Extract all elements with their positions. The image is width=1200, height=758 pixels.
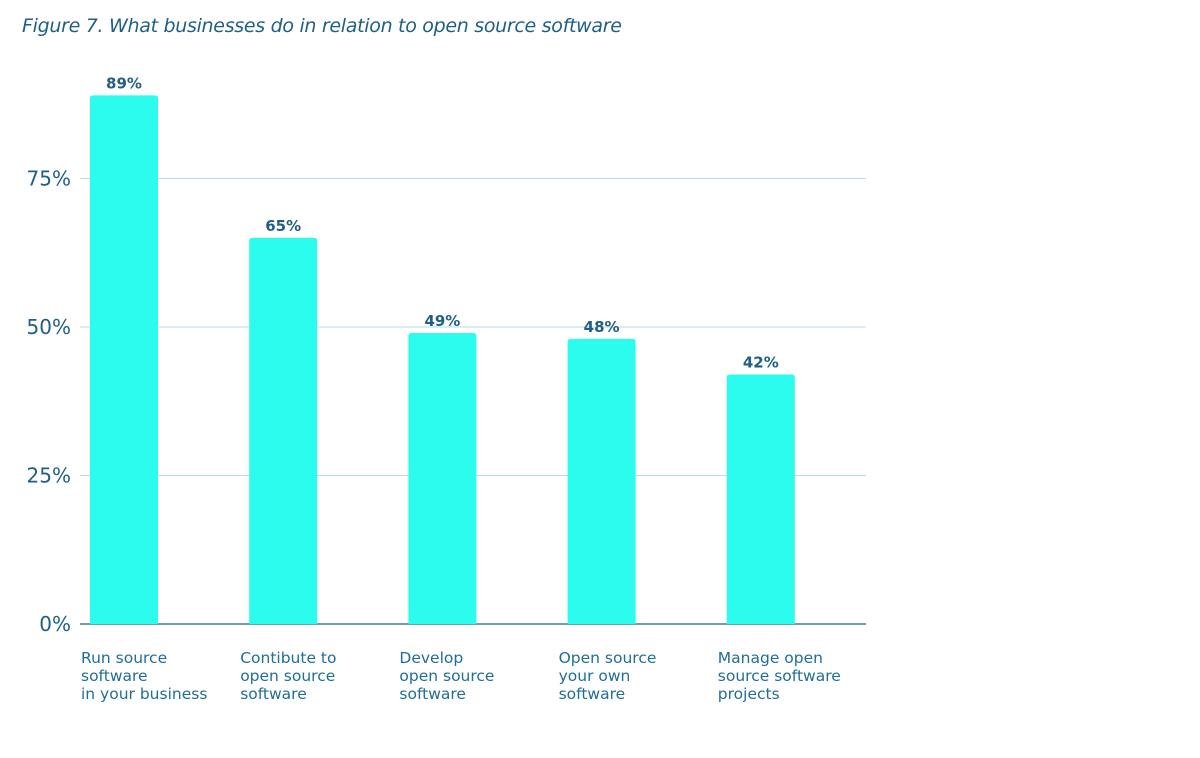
- category-label: Contibute to open source software: [240, 649, 336, 703]
- category-label-line: open source: [240, 667, 335, 685]
- category-label-line: Contibute to: [240, 649, 336, 667]
- category-labels: Run source software in your businessContib…: [81, 649, 841, 703]
- category-label-line: software: [559, 685, 626, 703]
- value-labels: 89% 65% 49% 48% 42%: [106, 74, 779, 371]
- category-label-line: projects: [718, 685, 780, 703]
- value-label: 65%: [265, 217, 301, 235]
- category-label: Manage open source software projects: [718, 649, 841, 703]
- value-label: 49%: [424, 312, 460, 330]
- value-label: 42%: [743, 354, 779, 372]
- category-label-line: open source: [399, 667, 494, 685]
- y-axis-ticks: 0% 25% 50% 75%: [27, 167, 71, 637]
- category-label-line: Run source: [81, 649, 167, 667]
- bar: [249, 237, 318, 624]
- category-label-line: in your business: [81, 685, 207, 703]
- category-label-line: Manage open: [718, 649, 823, 667]
- category-label: Run source software in your business: [81, 649, 207, 703]
- category-label-line: your own: [559, 667, 631, 685]
- bars: [90, 95, 795, 625]
- value-label: 89%: [106, 74, 142, 92]
- y-tick-label: 25%: [27, 464, 71, 488]
- category-label-line: software: [81, 667, 148, 685]
- value-label: 48%: [584, 318, 620, 336]
- y-tick-label: 75%: [27, 167, 71, 191]
- bar: [90, 95, 158, 625]
- category-label-line: source software: [718, 667, 841, 685]
- category-label-line: software: [240, 685, 307, 703]
- category-label-line: Open source: [559, 649, 657, 667]
- chart-title: Figure 7. What businesses do in relation…: [22, 15, 622, 37]
- category-label: Develop open source software: [399, 649, 494, 703]
- bar: [408, 332, 477, 624]
- y-tick-label: 50%: [27, 315, 71, 339]
- bar: [726, 374, 795, 624]
- category-label-line: Develop: [399, 649, 463, 667]
- y-tick-label: 0%: [39, 612, 71, 636]
- bar: [567, 338, 636, 624]
- category-label-line: software: [399, 685, 466, 703]
- category-label: Open source your own software: [559, 649, 657, 703]
